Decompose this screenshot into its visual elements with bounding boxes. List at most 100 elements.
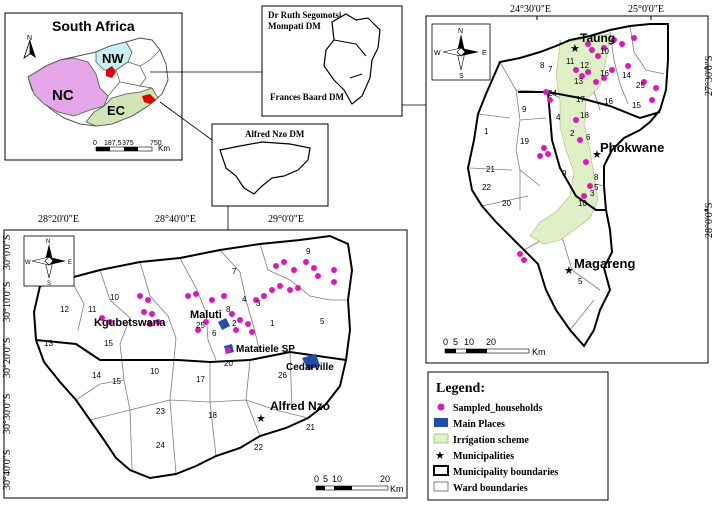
ward-number: 11 [88,305,97,314]
household-point [185,293,191,299]
label-dr-ruth-line2: Mompati DM [268,21,321,31]
household-point [291,267,297,273]
compass-label: E [482,50,487,57]
legend-symbol-municipality-boundary [433,465,449,476]
household-point [281,259,287,265]
legend: Legend: Sampled_households Main Places I… [427,371,609,501]
household-point [225,347,231,353]
ward-number: 8 [540,61,545,70]
household-point [229,311,235,317]
lat-label: 30°20'0"S [2,338,13,378]
star-icon: ★ [564,265,574,277]
province-ec [85,87,159,127]
compass-label: E [68,260,72,266]
scale-tick: 0 [314,474,319,484]
household-point [589,47,595,53]
ward-number: 10 [600,47,609,56]
ward-number: 20 [502,199,511,208]
ward-number: 4 [242,295,247,304]
compass-label: N [46,239,50,245]
ward-number: 17 [196,375,205,384]
north-label: N [27,35,32,42]
household-point [311,265,317,271]
household-point [147,321,153,327]
household-point [245,321,251,327]
household-point [287,287,293,293]
household-point [653,85,659,91]
inset-title: South Africa [52,18,135,34]
household-point [137,293,143,299]
ward-number: 10 [110,293,119,302]
household-point [595,53,601,59]
ward-number: 8 [226,305,231,314]
ward-number: 24 [156,441,165,450]
ward-number: 8 [594,173,599,182]
household-point [149,311,155,317]
household-point [155,319,161,325]
household-point [611,37,617,43]
province-label-ec: EC [107,103,126,118]
ward-number: 3 [256,299,261,308]
lat-label: 30°10'0"S [2,282,13,322]
scale-tick: 187,5 [104,140,122,147]
household-point [631,35,637,41]
household-point [203,319,209,325]
scale-tick: 5 [323,474,328,484]
ward-number: 15 [632,101,641,110]
ward-number: 18 [580,111,589,120]
lon-label: 28°20'0"E [38,214,79,225]
frances-baard-inner [333,39,367,79]
ward-number: 9 [562,169,567,178]
lat-label: 30°40'0"S [2,450,13,490]
ward-number: 19 [520,137,529,146]
household-point [249,329,255,335]
ward-number: 12 [60,305,69,314]
household-point [209,297,215,303]
legend-label: Main Places [453,419,505,430]
scale-tick: 750 [150,140,162,147]
map-alfred-nzo: 28°20'0"E 28°40'0"E 29°0'0"E 30°0'0"S 30… [2,214,408,499]
ward-number: 6 [586,133,591,142]
household-point [107,319,113,325]
ward-number: 3 [590,189,595,198]
ward-number: 2 [232,319,237,328]
ward-number: 5 [320,317,325,326]
household-point [649,97,655,103]
lon-label: 24°30'0"E [510,4,551,15]
legend-label: Sampled_households [453,403,543,414]
compass-label: S [47,281,51,287]
ward-number: 5 [578,277,583,286]
label-frances-baard: Frances Baard DM [270,92,344,102]
scale-unit: Km [390,484,404,494]
study-area-frances-baard [106,66,116,78]
lat-label: 28°0'0"S [704,203,714,238]
lon-label: 29°0'0"E [268,214,304,225]
legend-label: Irrigation scheme [453,435,529,446]
household-point [237,317,243,323]
lat-label: 30°30'0"S [2,394,13,434]
municipality-inner-boundary [35,339,347,364]
household-point [545,151,551,157]
ward-number: 2 [570,129,575,138]
ward-number: 25 [196,321,205,330]
legend-frame [427,371,609,501]
household-point [233,327,239,333]
household-point [581,193,587,199]
household-point [609,67,615,73]
ward-number: 15 [104,339,113,348]
household-point [261,293,267,299]
legend-label: Municipality boundaries [453,467,558,478]
ward-number: 10 [578,199,587,208]
alfred-nzo-outline [219,141,311,195]
study-area-alfred-nzo [142,94,156,104]
municipality-markers-right: ★ ★ ★ [564,43,602,277]
household-point [141,309,147,315]
inset-alfred-nzo: Alfred Nzo DM [211,123,329,207]
frances-baard-outline [323,13,381,105]
compass-label: N [458,28,463,35]
household-point [315,273,321,279]
compass-label: W [434,50,441,57]
province-borders-inner [107,65,153,97]
ward-number: 26 [278,371,287,380]
household-point [585,69,591,75]
